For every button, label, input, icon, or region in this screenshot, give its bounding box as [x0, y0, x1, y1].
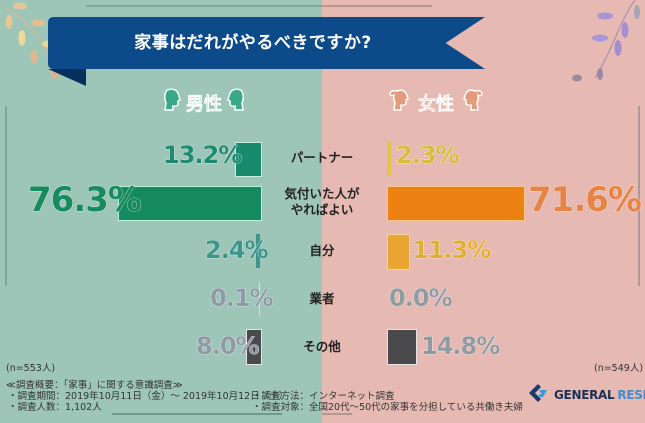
- survey-target: ・調査対象：全国20代～50代の家事を分担している共働き夫婦: [252, 402, 523, 413]
- female-value-partner: 2.3%: [396, 141, 460, 170]
- female-value-self: 11.3%: [412, 236, 492, 265]
- category-partner: パートナー: [290, 150, 354, 165]
- category-other: その他: [303, 339, 341, 354]
- male-bar-other: [246, 329, 262, 365]
- bottom-rule-right: [322, 413, 352, 415]
- male-value-whoever-notices: 76.3%: [28, 180, 143, 221]
- female-value-whoever-notices: 71.6%: [528, 180, 643, 221]
- male-bar-partner: [235, 142, 262, 177]
- logo-mark-icon: [528, 383, 548, 407]
- category-whoever-notices-line2: やればよい: [290, 202, 354, 217]
- category-vendor: 業者: [309, 291, 335, 306]
- male-value-other: 8.0%: [196, 332, 260, 361]
- male-head-icon-right: [227, 88, 245, 117]
- bottom-rule: [112, 413, 282, 415]
- chart-title: 家事はだれがやるべきですか?: [134, 33, 372, 53]
- left-side-rule: [5, 106, 7, 286]
- survey-summary: ≪調査概要：「家事」に関する意識調査≫: [6, 380, 183, 391]
- category-whoever-notices: 気付いた人が やればよい: [262, 186, 382, 218]
- male-bar-whoever-notices: [118, 186, 262, 221]
- male-value-self: 2.4%: [205, 236, 269, 265]
- survey-period: ・調査期間：2019年10月11日（金）～ 2019年10月12日（土）: [8, 391, 289, 402]
- female-label: 女性: [418, 93, 455, 115]
- female-head-icon: [389, 88, 413, 117]
- survey-count: ・調査人数：1,102人: [8, 402, 102, 413]
- category-whoever-notices-line1: 気付いた人が: [284, 186, 360, 201]
- general-research-logo: GENERAL RESEARCH: [528, 383, 645, 407]
- male-sample-size: (n=553人): [6, 363, 56, 374]
- female-bar-other: [387, 329, 417, 365]
- male-bar-self: [256, 234, 260, 268]
- female-bar-partner: [387, 142, 391, 175]
- logo-word-research: RESEARCH: [617, 388, 645, 402]
- title-banner: [48, 17, 485, 69]
- female-value-vendor: 0.0%: [389, 284, 453, 313]
- male-header: 男性: [163, 88, 245, 117]
- right-side-rule: [638, 106, 640, 286]
- female-bar-self: [387, 234, 410, 270]
- top-rule: [86, 5, 432, 7]
- male-head-icon: [163, 88, 181, 117]
- female-head-icon-right: [459, 88, 483, 117]
- male-value-partner: 13.2%: [163, 141, 243, 170]
- female-header: 女性: [389, 88, 483, 117]
- female-bar-whoever-notices: [387, 186, 525, 221]
- male-bar-vendor: [259, 282, 260, 316]
- male-value-vendor: 0.1%: [210, 284, 274, 313]
- female-sample-size: (n=549人): [594, 363, 644, 374]
- survey-method: ・調査方法：インターネット調査: [252, 391, 395, 402]
- male-label: 男性: [186, 93, 223, 115]
- top-rule-right: [322, 5, 432, 7]
- logo-word-general: GENERAL: [554, 388, 615, 402]
- category-self: 自分: [309, 243, 335, 258]
- female-value-other: 14.8%: [421, 332, 501, 361]
